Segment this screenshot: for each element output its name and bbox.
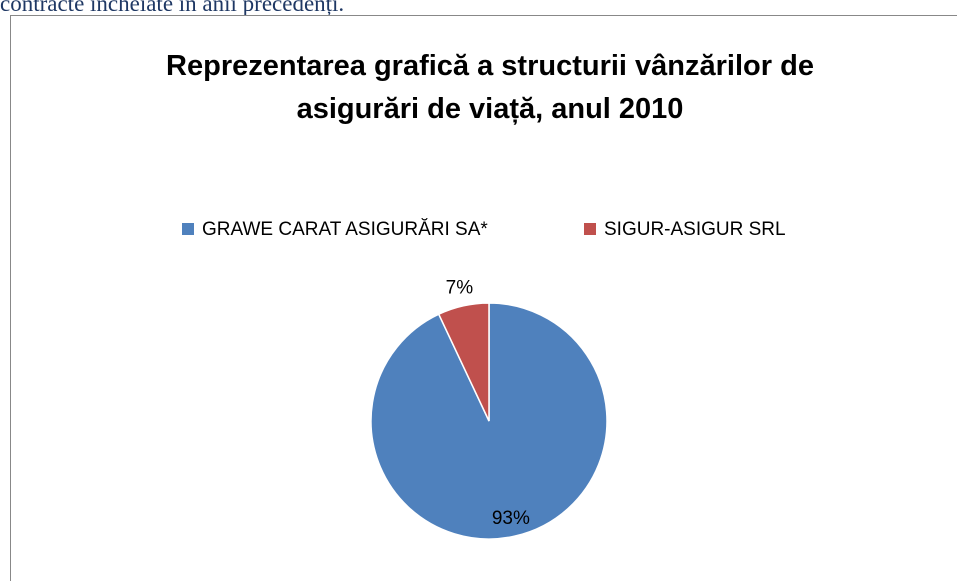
header-text: contracte încheiate în anii precedenți. bbox=[0, 0, 344, 16]
pie-slice bbox=[437, 302, 490, 422]
legend-label: GRAWE CARAT ASIGURĂRI SA* bbox=[202, 219, 488, 240]
data-label: 7% bbox=[446, 278, 474, 299]
chart-title: Reprezentarea grafică a structurii vânză… bbox=[166, 50, 814, 82]
legend-swatch bbox=[182, 223, 194, 235]
legend-swatch bbox=[584, 223, 596, 235]
legend-label: SIGUR-ASIGUR SRL bbox=[604, 219, 786, 240]
data-label: 93% bbox=[492, 508, 530, 529]
chart-title: asigurări de viață, anul 2010 bbox=[297, 93, 684, 125]
